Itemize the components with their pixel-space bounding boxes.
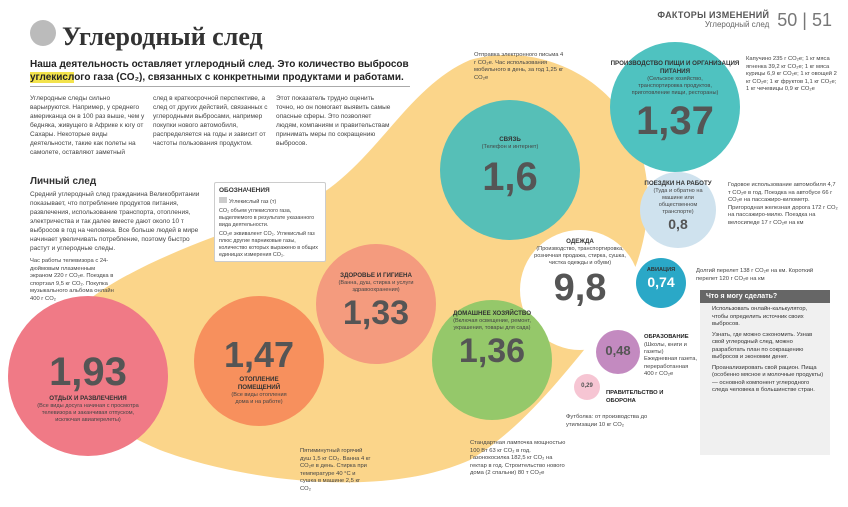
tip-item-2: Узнать, где можно сэкономить. Узнав свой… [712, 331, 813, 361]
note-heating: Пятиминутный горячий душ 1,5 кг CO₂. Ван… [300, 448, 371, 492]
circle-clothes-value: 9,8 [553, 267, 607, 309]
circle-government: 0,29 [574, 374, 600, 400]
circle-commute-value: 0,8 [668, 216, 688, 232]
circle-education: 0,48 [596, 330, 640, 374]
personal-heading: Личный след [30, 176, 97, 187]
circle-health-sub: (Ванна, душ, стирка и услуги здравоохран… [338, 280, 414, 293]
circle-commute-sub: (Туда и обратно на машине или общественн… [653, 188, 703, 215]
circle-household-label: ДОМАШНЕЕ ХОЗЯЙСТВО [452, 310, 532, 317]
circle-leisure-value: 1,93 [49, 350, 127, 394]
circle-education-value: 0,48 [605, 343, 631, 358]
circle-household: ДОМАШНЕЕ ХОЗЯЙСТВО (Включая освещение, р… [432, 300, 552, 420]
circle-health: ЗДОРОВЬЕ И ГИГИЕНА (Ванна, душ, стирка и… [316, 244, 436, 364]
circle-heating-sub: (Все виды отопления дома и на работе) [231, 392, 287, 405]
section-subtitle: Углеродный след [704, 20, 770, 29]
note-food: Капучино 235 г CO₂e; 1 кг мяса ягненка 3… [746, 56, 837, 92]
circle-clothes-label: ОДЕЖДА [566, 238, 594, 245]
circle-comm-label: СВЯЗЬ [499, 136, 521, 143]
tips-panel: Что я могу сделать? Использовать онлайн-… [700, 290, 830, 455]
tip-item-3: Проанализировать свой рацион. Пища (особ… [712, 364, 824, 394]
section-title: ФАКТОРЫ ИЗМЕНЕНИЙ [657, 10, 770, 20]
circle-leisure: 1,93 ОТДЫХ И РАЗВЛЕЧЕНИЯ (Все виды досуг… [8, 296, 168, 456]
note-government: Футболка: от производства до утилизации … [566, 414, 648, 428]
circle-aviation-label: АВИАЦИЯ [646, 267, 676, 273]
circle-health-label: ЗДОРОВЬЕ И ГИГИЕНА [340, 272, 412, 279]
circle-health-value: 1,33 [342, 294, 410, 332]
circle-comm-sub: (Телефон и интернет) [481, 144, 539, 150]
circle-heating-value: 1,47 [223, 334, 295, 375]
column-2: след в краткосрочной перспективе, а след… [153, 95, 268, 147]
tips-heading: Что я могу сделать? [700, 290, 830, 303]
circle-food-value: 1,37 [636, 99, 714, 143]
circle-clothes-sub: (Производство, транспортировка, рознична… [534, 246, 626, 266]
circle-heating: 1,47 ОТОПЛЕНИЕ ПОМЕЩЕНИЙ (Все виды отопл… [194, 296, 324, 426]
circle-food: ПРОИЗВОДСТВО ПИЩИ И ОРГАНИЗАЦИЯ ПИТАНИЯ … [610, 42, 740, 172]
personal-text: Средний углеродный след гражданина Велик… [30, 191, 200, 252]
note-household: Стандартная лампочка мощностью 100 Вт 63… [470, 440, 566, 476]
column-3: Этот показатель трудно оценить точно, но… [276, 95, 391, 147]
circle-commute: ПОЕЗДКИ НА РАБОТУ (Туда и обратно на маш… [640, 172, 716, 248]
circle-food-sub: (Сельское хозяйство, транспортировка про… [631, 76, 719, 96]
circle-government-value: 0,29 [581, 383, 593, 389]
legend-item-co2e-desc: CO₂e эквивалент CO₂. Углекислый газ плюс… [219, 231, 318, 258]
circle-household-sub: (Включая освещение, ремонт, украшения, т… [453, 318, 531, 331]
circle-aviation: АВИАЦИЯ 0,74 [636, 258, 686, 308]
note-comm: Отправка электронного письма 4 г CO₂e. Ч… [474, 52, 564, 81]
circle-comm-value: 1,6 [482, 155, 538, 199]
page-title: Углеродный след [62, 22, 263, 51]
page-numbers: 50 | 51 [777, 10, 832, 30]
note-leisure: Час работы телевизора с 24-дюймовым плаз… [30, 258, 114, 302]
lead-line1: Наша деятельность оставляет углеродный с… [30, 59, 409, 70]
government-label: ПРАВИТЕЛЬСТВО И ОБОРОНА [606, 390, 664, 404]
tip-item-1: Использовать онлайн-калькулятор, чтобы о… [712, 306, 808, 327]
circle-heating-label: ОТОПЛЕНИЕ ПОМЕЩЕНИЙ [237, 376, 281, 391]
note-education: Ежедневная газета, переработанная 400 г … [644, 356, 698, 377]
circle-comm: СВЯЗЬ (Телефон и интернет) 1,6 [440, 100, 580, 240]
legend-title: ОБОЗНАЧЕНИЯ [219, 187, 270, 194]
circle-leisure-sub: (Все виды досуга начиная с просмотра тел… [37, 403, 139, 423]
legend: ОБОЗНАЧЕНИЯ Углекислый газ (т) CO₂ объем… [214, 182, 326, 262]
legend-item-co2: Углекислый газ (т) [219, 197, 321, 205]
lead-highlight: углекисл [30, 72, 75, 83]
lead-line2: ого газа (CO₂), связанных с конкретными … [74, 72, 404, 83]
note-commute: Годовое использование автомобиля 4,7 т C… [728, 182, 838, 226]
lead-paragraph: Наша деятельность оставляет углеродный с… [30, 58, 410, 84]
education-label: ОБРАЗОВАНИЕ (Школы, книги и газеты) [644, 334, 689, 355]
circle-aviation-value: 0,74 [647, 274, 675, 290]
column-1: Углеродные следы сильно варьируются. Нап… [30, 95, 145, 156]
fuel-icon [30, 20, 56, 46]
section-header: ФАКТОРЫ ИЗМЕНЕНИЙ Углеродный след 50 | 5… [657, 10, 832, 31]
circle-food-label: ПРОИЗВОДСТВО ПИЩИ И ОРГАНИЗАЦИЯ ПИТАНИЯ [610, 60, 740, 75]
note-aviation: Долгий перелет 138 г CO₂e на км. Коротки… [696, 268, 814, 282]
circle-commute-label: ПОЕЗДКИ НА РАБОТУ [644, 180, 712, 187]
circle-leisure-label: ОТДЫХ И РАЗВЛЕЧЕНИЯ [49, 395, 127, 402]
divider [30, 86, 410, 87]
legend-item-co2-desc: CO₂ объем углекислого газа, выделяемого … [219, 208, 315, 228]
circle-household-value: 1,36 [458, 332, 526, 370]
